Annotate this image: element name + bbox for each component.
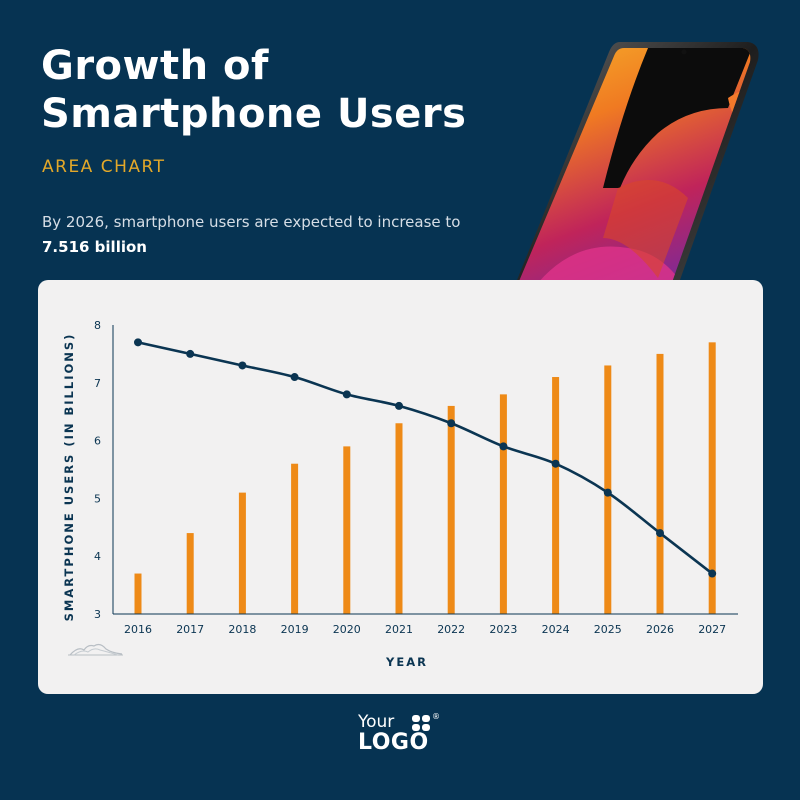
x-tick-label: 2027: [698, 623, 726, 636]
bar-2024: [552, 377, 560, 614]
bar-2023: [499, 394, 507, 614]
point-2021: [395, 401, 403, 410]
bar-2019: [291, 463, 299, 614]
x-tick-label: 2019: [281, 623, 309, 636]
y-tick-label: 7: [94, 377, 101, 390]
y-tick-label: 3: [94, 608, 101, 621]
bar-2027: [708, 342, 716, 614]
page-title: Growth of Smartphone Users: [41, 42, 466, 138]
point-2022: [447, 419, 456, 428]
x-tick-label: 2025: [594, 623, 622, 636]
y-axis-title: SMARTPHONE USERS (IN BILLIONS): [62, 333, 76, 622]
x-tick-label: 2017: [176, 623, 204, 636]
x-tick-label: 2023: [489, 623, 517, 636]
series-line: [137, 341, 713, 575]
registered-mark: ®: [432, 712, 440, 721]
description-highlight: 7.516 billion: [42, 238, 147, 256]
description: By 2026, smartphone users are expected t…: [42, 210, 482, 260]
chart-card: 3 4 5 6 7 8 2016 2017 2018 2019 2020 2021 2022 2023 2…: [38, 280, 763, 694]
point-2026: [656, 529, 664, 538]
chart-subtitle: AREA CHART: [42, 157, 166, 177]
point-2018: [238, 361, 247, 370]
x-tick-label: 2021: [385, 623, 413, 636]
bar-2018: [238, 492, 246, 614]
brand-logo: Your LOGO ®: [358, 712, 448, 756]
point-2025: [603, 488, 612, 497]
x-tick-label: 2022: [437, 623, 465, 636]
logo-mark-icon: [412, 715, 430, 731]
x-axis-title: YEAR: [385, 655, 428, 669]
bar-2017: [186, 533, 194, 614]
y-tick-label: 5: [94, 492, 101, 505]
x-tick-label: 2016: [124, 623, 152, 636]
y-tick-label: 8: [94, 319, 101, 332]
x-tick-label: 2024: [542, 623, 570, 636]
smartphone-image: [512, 42, 759, 316]
point-2017: [186, 349, 195, 358]
description-text: By 2026, smartphone users are expected t…: [42, 213, 461, 231]
y-tick-label: 6: [94, 435, 101, 448]
y-tick-label: 4: [94, 550, 101, 563]
bar-2016: [134, 573, 142, 614]
title-line-1: Growth of: [41, 43, 269, 89]
bar-2020: [343, 446, 351, 614]
chart: 3 4 5 6 7 8 2016 2017 2018 2019 2020 2021 2022 2023 2…: [62, 319, 738, 669]
point-2027: [708, 569, 717, 578]
x-tick-label: 2020: [333, 623, 361, 636]
x-tick-label: 2018: [228, 623, 256, 636]
area-chart-icon: [68, 643, 123, 656]
bar-2026: [656, 353, 664, 614]
point-2019: [290, 373, 299, 382]
point-2024: [551, 459, 560, 468]
point-2016: [134, 338, 142, 347]
x-tick-label: 2026: [646, 623, 674, 636]
point-2020: [342, 390, 351, 399]
title-line-2: Smartphone Users: [41, 91, 467, 137]
bar-2021: [395, 423, 403, 614]
logo-line-1: Your: [358, 712, 395, 732]
point-2023: [499, 442, 508, 451]
bar-2022: [447, 405, 455, 614]
logo-line-2: LOGO: [358, 730, 429, 755]
